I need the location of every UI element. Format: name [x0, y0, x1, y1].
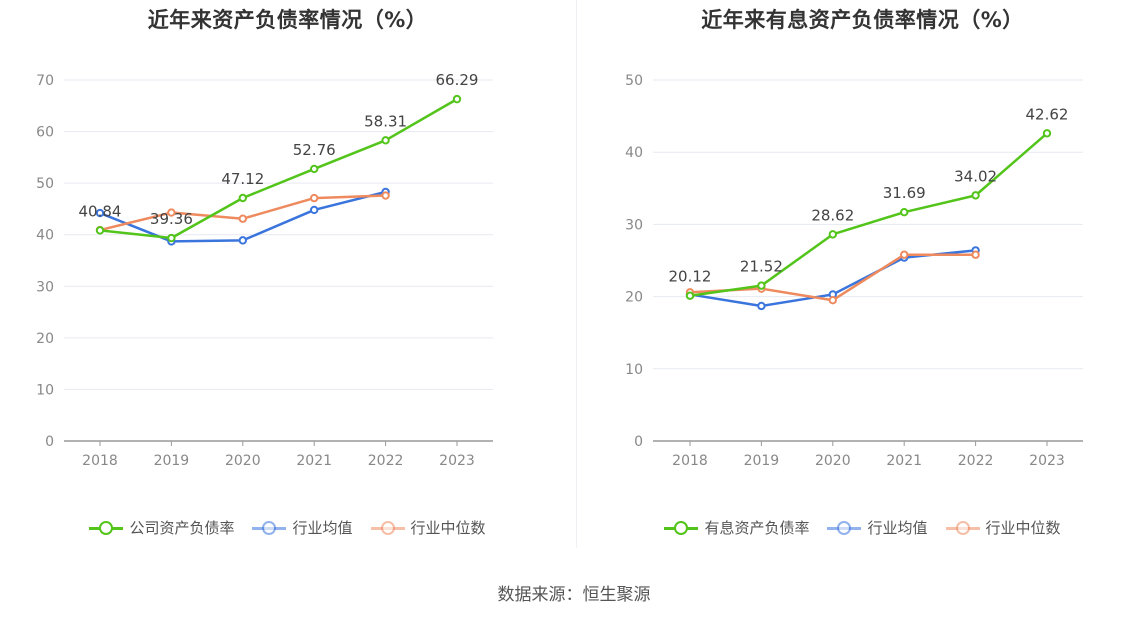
data-point[interactable] — [310, 205, 319, 215]
y-tick-label: 30 — [36, 279, 54, 295]
y-tick-label: 0 — [634, 434, 643, 450]
legend-item[interactable]: 行业均值 — [827, 517, 928, 538]
legend-item[interactable]: 有息资产负债率 — [664, 517, 809, 538]
data-point[interactable] — [685, 291, 695, 300]
x-tick-label: 2021 — [296, 453, 332, 469]
legend-line-icon — [89, 520, 124, 536]
y-tick-label: 30 — [625, 217, 643, 233]
data-label: 40.84 — [79, 202, 122, 220]
data-point[interactable] — [167, 233, 176, 243]
data-source-note: 数据来源：恒生聚源 — [497, 585, 651, 605]
line-chart-debt-ratio: 0 10 20 30 40 50 60 70 2018 2019 2020 2021 2022 2023 4… — [36, 71, 493, 469]
legend-item[interactable]: 行业中位数 — [945, 517, 1061, 538]
data-point[interactable] — [757, 281, 766, 290]
legend-item[interactable]: 行业中位数 — [370, 517, 486, 538]
chart-title: 近年来资产负债率情况（%） — [147, 8, 428, 32]
y-tick-label: 10 — [36, 382, 54, 398]
legend-line-icon — [370, 520, 405, 536]
chart-panel-debt-ratio: 近年来资产负债率情况（%） 0 10 20 30 40 50 60 70 2018 2019 202… — [0, 0, 575, 560]
legend-label: 公司资产负债率 — [129, 519, 235, 537]
data-point[interactable] — [381, 191, 390, 200]
data-point[interactable] — [828, 230, 838, 239]
data-point[interactable] — [95, 208, 105, 218]
data-point[interactable] — [971, 250, 980, 259]
data-label: 28.62 — [811, 206, 854, 224]
data-label: 58.31 — [364, 112, 407, 130]
legend-label: 行业中位数 — [410, 519, 486, 537]
y-tick-label: 60 — [36, 125, 54, 141]
data-label: 31.69 — [883, 184, 926, 202]
legend-label: 行业中位数 — [985, 519, 1061, 537]
data-point[interactable] — [452, 94, 462, 104]
data-point[interactable] — [900, 250, 909, 259]
data-point[interactable] — [310, 193, 319, 203]
y-tick-label: 40 — [625, 145, 643, 161]
series-line — [99, 98, 458, 240]
legend-line-icon — [252, 520, 287, 536]
data-point[interactable] — [971, 191, 980, 200]
y-tick-label: 50 — [36, 176, 54, 192]
y-tick-label: 10 — [625, 362, 643, 378]
data-label: 39.36 — [150, 210, 193, 228]
data-point[interactable] — [95, 226, 105, 235]
legend-line-icon — [945, 520, 980, 536]
legend-line-icon — [664, 520, 699, 536]
chart-legend: 有息资产负债率 行业均值 行业中位数 — [577, 517, 1148, 538]
x-tick-label: 2021 — [886, 453, 922, 469]
y-tick-label: 20 — [36, 331, 54, 347]
panel-divider — [576, 0, 577, 548]
data-point[interactable] — [828, 296, 838, 305]
data-point[interactable] — [757, 301, 766, 311]
chart-legend: 公司资产负债率 行业均值 行业中位数 — [0, 517, 575, 538]
data-point[interactable] — [1042, 129, 1052, 138]
data-label: 42.62 — [1026, 105, 1069, 123]
data-label: 20.12 — [669, 268, 712, 286]
data-point[interactable] — [167, 208, 176, 217]
y-tick-label: 20 — [625, 290, 643, 306]
data-label: 66.29 — [436, 71, 479, 89]
chart-panel-interest-debt-ratio: 近年来有息资产负债率情况（%） 0 10 20 30 40 50 2018 2019 2020 2… — [577, 0, 1148, 560]
line-chart-interest-debt-ratio: 0 10 20 30 40 50 2018 2019 2020 2021 2022 2023 20.12… — [625, 73, 1083, 469]
data-point[interactable] — [238, 214, 248, 223]
y-tick-label: 70 — [36, 73, 54, 89]
y-tick-label: 50 — [625, 73, 643, 89]
data-point[interactable] — [900, 207, 909, 217]
data-point[interactable] — [381, 136, 390, 145]
legend-item[interactable]: 行业均值 — [252, 517, 353, 538]
legend-item[interactable]: 公司资产负债率 — [89, 517, 234, 538]
data-point[interactable] — [238, 193, 248, 203]
x-tick-label: 2023 — [1029, 453, 1065, 469]
data-label: 47.12 — [221, 170, 264, 188]
data-label: 34.02 — [954, 167, 997, 185]
x-tick-label: 2020 — [815, 453, 851, 469]
legend-label: 行业均值 — [292, 519, 353, 537]
series-line — [689, 132, 1048, 297]
x-tick-label: 2022 — [958, 453, 994, 469]
legend-label: 有息资产负债率 — [704, 519, 810, 537]
data-point[interactable] — [310, 164, 319, 174]
y-tick-label: 40 — [36, 228, 54, 244]
legend-line-icon — [827, 520, 862, 536]
x-tick-label: 2018 — [82, 453, 118, 469]
x-tick-label: 2020 — [225, 453, 261, 469]
x-tick-label: 2019 — [154, 453, 190, 469]
legend-label: 行业均值 — [867, 519, 928, 537]
data-point[interactable] — [238, 236, 248, 245]
x-tick-label: 2023 — [439, 453, 475, 469]
data-label: 52.76 — [293, 141, 336, 159]
x-tick-label: 2018 — [672, 453, 708, 469]
x-tick-label: 2019 — [744, 453, 780, 469]
x-tick-label: 2022 — [368, 453, 404, 469]
y-tick-label: 0 — [45, 434, 54, 450]
chart-title: 近年来有息资产负债率情况（%） — [701, 8, 1024, 32]
data-label: 21.52 — [740, 258, 783, 276]
